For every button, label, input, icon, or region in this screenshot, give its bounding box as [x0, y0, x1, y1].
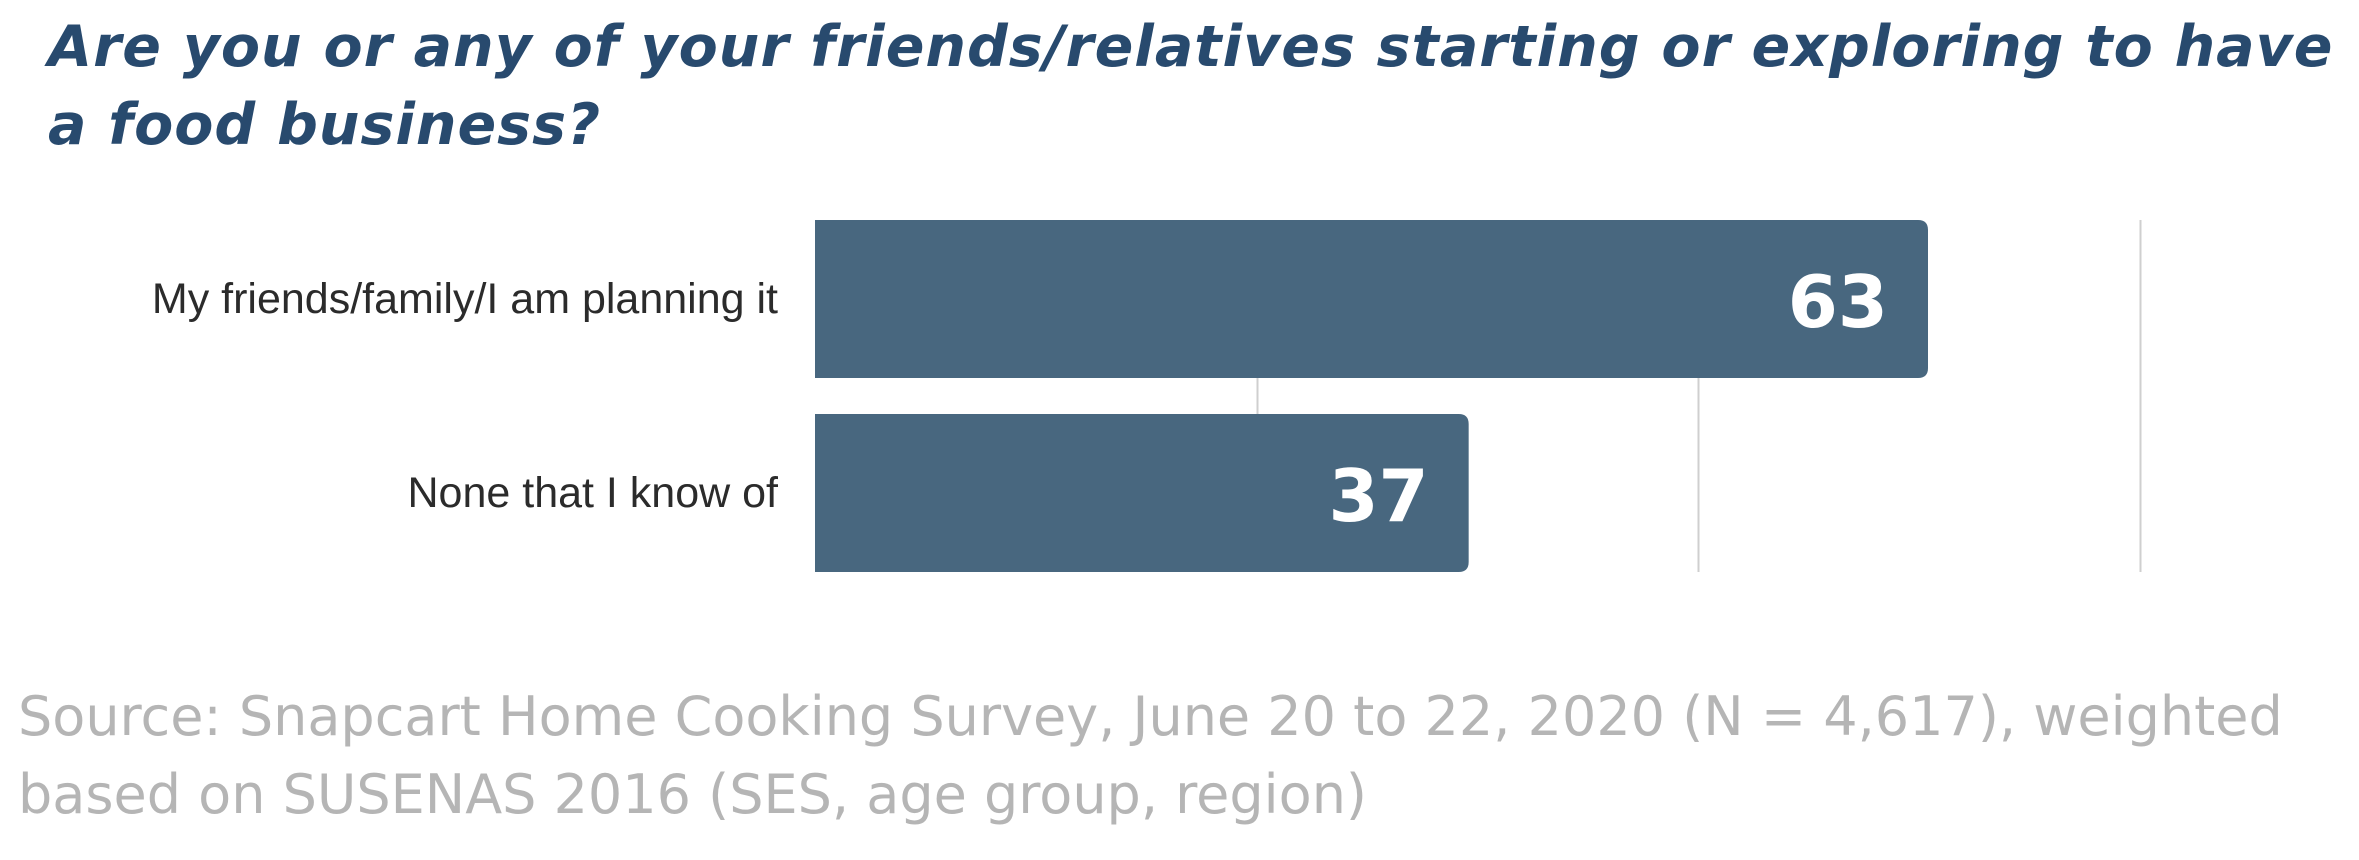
bar-chart: My friends/family/I am planning it None t…	[152, 220, 2142, 572]
bar	[815, 220, 1928, 378]
bar	[815, 414, 1469, 572]
source-note: Source: Snapcart Home Cooking Survey, Ju…	[18, 685, 2283, 826]
category-label: None that I know of	[408, 469, 780, 517]
data-label: 37	[1328, 454, 1428, 538]
data-label: 63	[1788, 260, 1888, 344]
category-label: My friends/family/I am planning it	[152, 275, 778, 323]
category-labels: My friends/family/I am planning it None t…	[152, 275, 779, 517]
bars	[815, 220, 1928, 572]
chart-title: Are you or any of your friends/relatives…	[48, 14, 2334, 158]
data-labels: 63 37	[1328, 260, 1888, 538]
